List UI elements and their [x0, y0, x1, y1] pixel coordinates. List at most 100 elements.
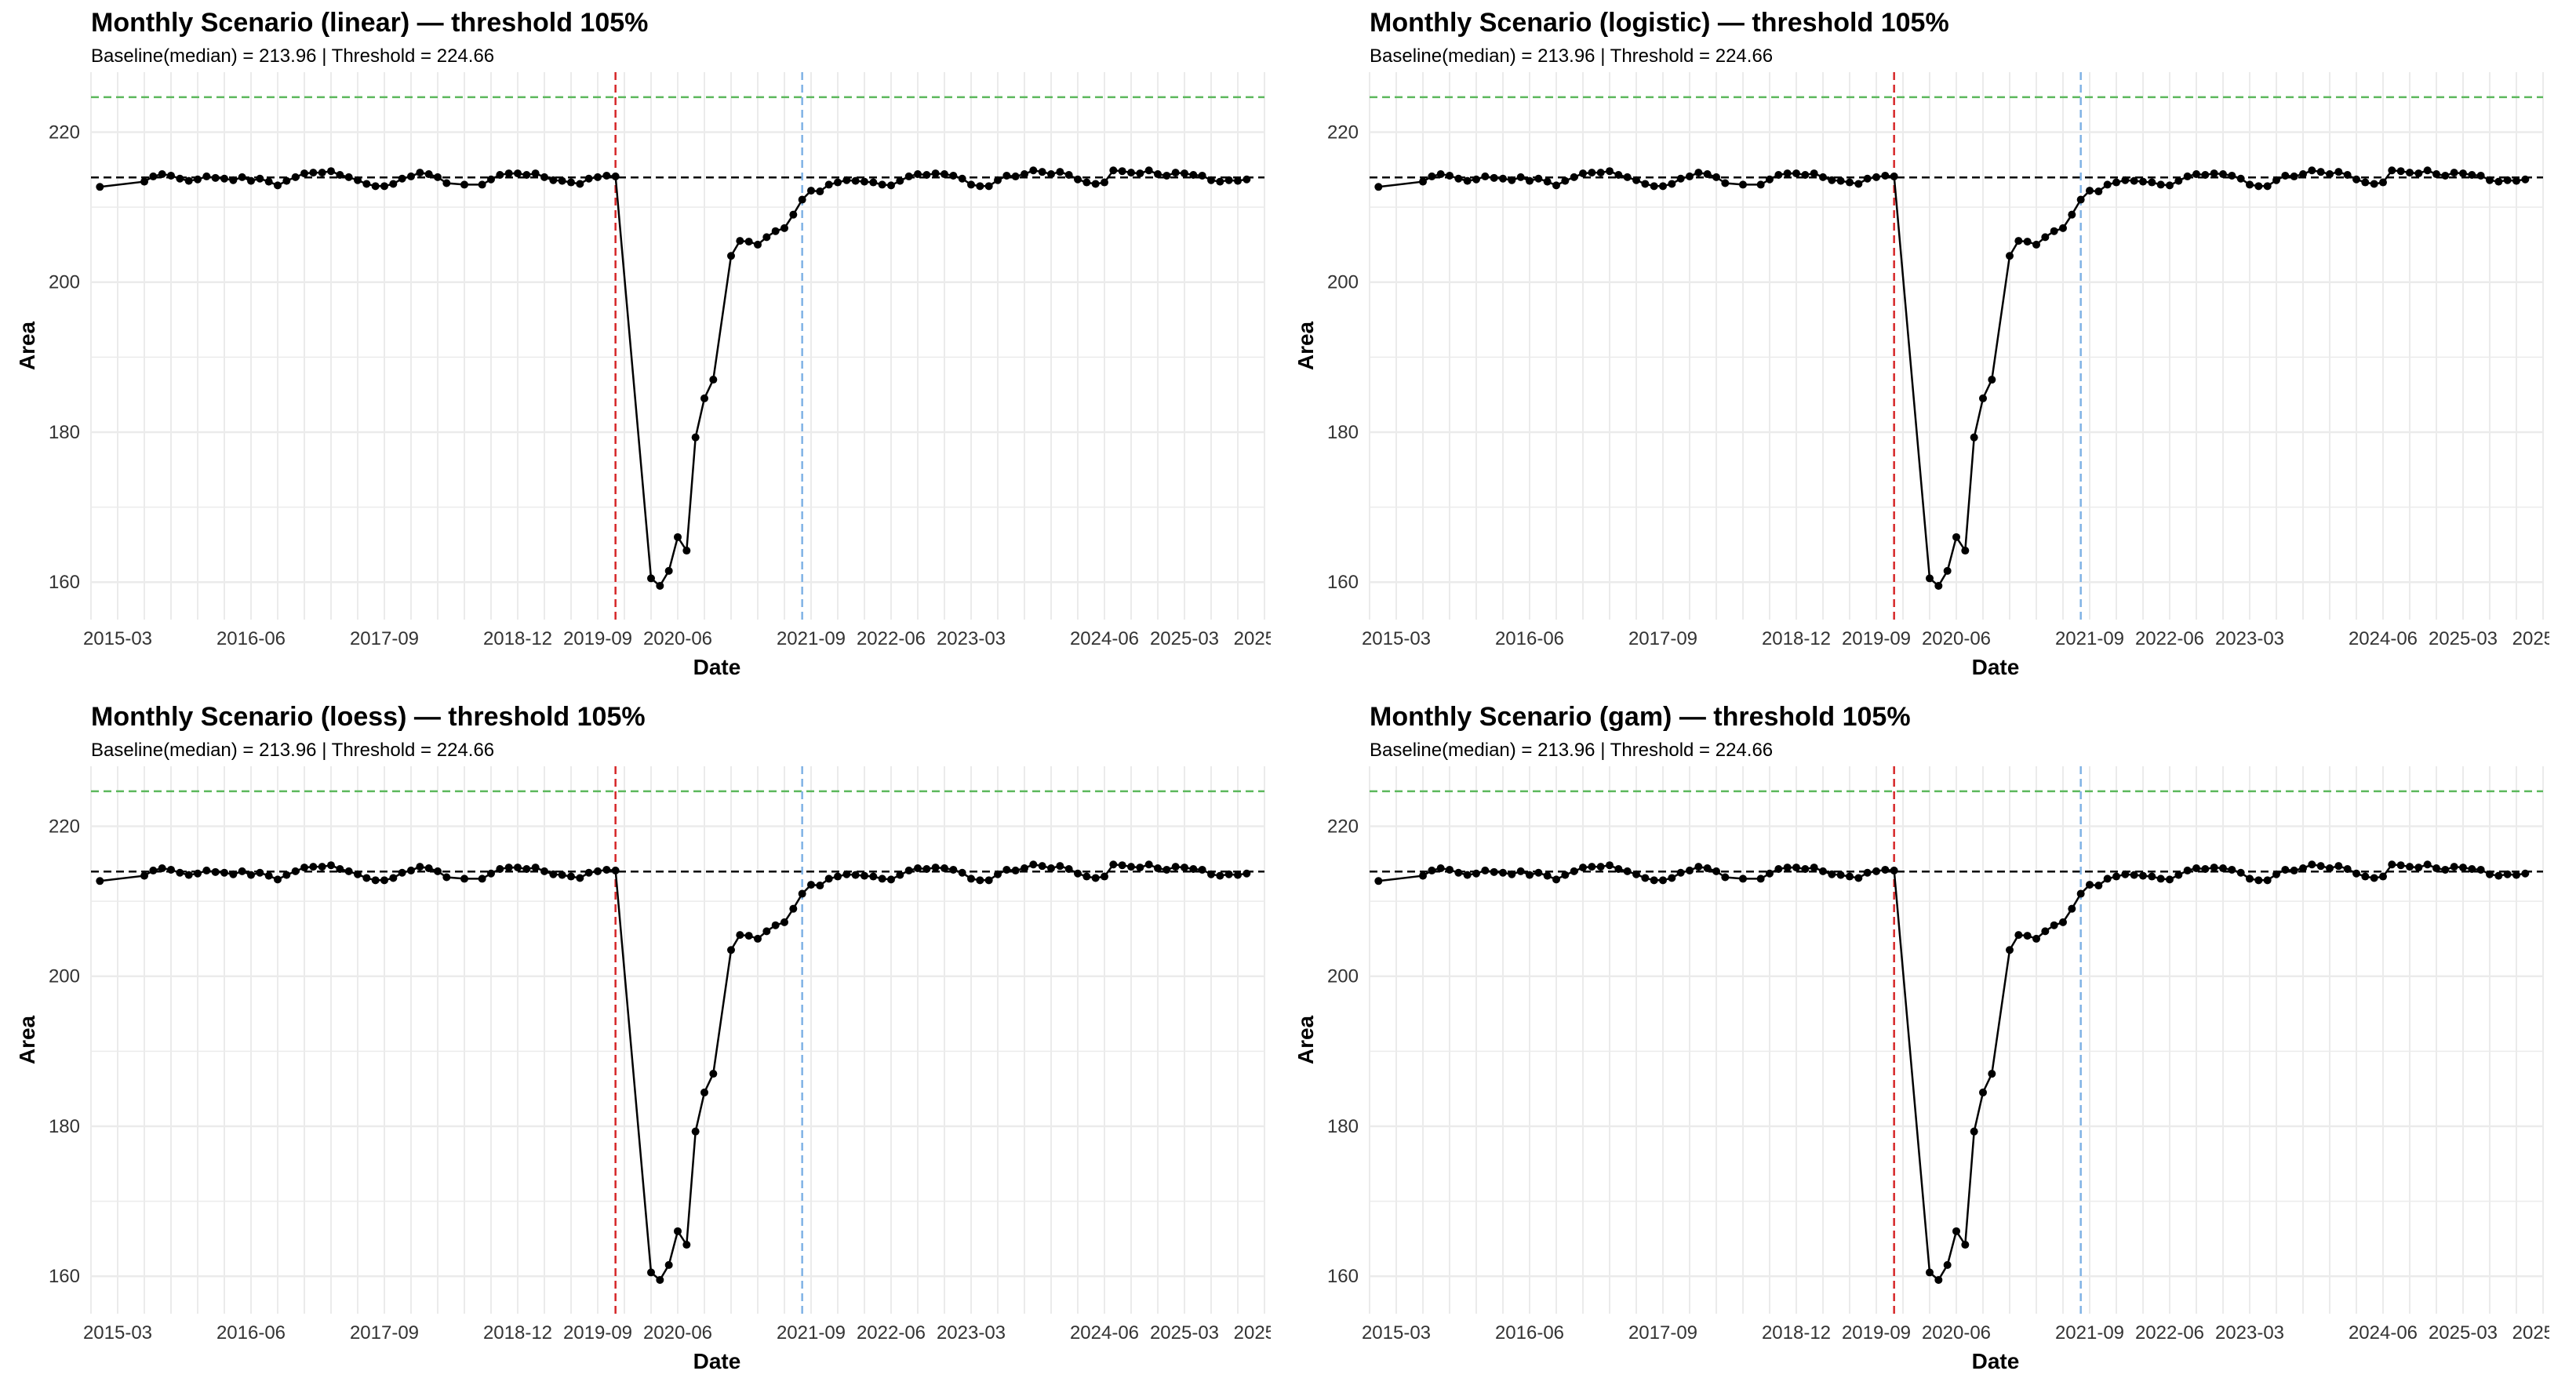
- data-point: [504, 864, 513, 872]
- data-point: [1810, 169, 1818, 178]
- x-axis-title: Date: [1972, 655, 2020, 679]
- data-point: [2468, 864, 2476, 873]
- data-point: [878, 874, 886, 883]
- data-point: [1101, 178, 1108, 187]
- x-tick-label: 2025-03: [1150, 1322, 1219, 1344]
- data-point: [2201, 170, 2210, 179]
- chart-panel-logistic: Monthly Scenario (logistic) — threshold …: [1279, 0, 2549, 690]
- data-point: [2050, 227, 2058, 235]
- data-point: [1243, 869, 1251, 878]
- x-axis-title: Date: [693, 1349, 741, 1373]
- data-point: [851, 176, 860, 185]
- data-point: [611, 172, 620, 180]
- data-point: [1047, 170, 1055, 179]
- data-point: [1943, 566, 1952, 575]
- data-point: [576, 874, 584, 882]
- data-point: [2486, 176, 2494, 184]
- data-point: [2210, 169, 2218, 178]
- data-point: [2290, 172, 2298, 180]
- x-tick-label: 2015-03: [83, 1322, 152, 1344]
- data-point: [762, 927, 771, 936]
- data-point: [1038, 862, 1046, 871]
- data-point: [1543, 871, 1552, 880]
- data-point: [2148, 872, 2156, 881]
- data-point: [2263, 182, 2272, 191]
- data-point: [2254, 182, 2263, 191]
- data-point: [1623, 867, 1632, 875]
- data-point: [540, 173, 548, 181]
- data-point: [211, 867, 220, 876]
- data-point: [611, 866, 620, 874]
- data-point: [1109, 860, 1118, 869]
- data-point: [2174, 176, 2183, 185]
- chart-subtitle: Baseline(median) = 213.96 | Threshold = …: [91, 740, 495, 761]
- x-tick-label: 2025-03: [2429, 628, 2498, 649]
- data-point: [1091, 874, 1100, 882]
- data-point: [336, 864, 344, 873]
- data-point: [1508, 176, 1516, 184]
- series-line: [1378, 169, 2526, 587]
- data-point: [202, 866, 211, 874]
- data-point: [1216, 177, 1224, 186]
- x-axis-title: Date: [1972, 1349, 2020, 1373]
- chart-title: Monthly Scenario (linear) — threshold 10…: [91, 8, 649, 38]
- chart-title: Monthly Scenario (loess) — threshold 105…: [91, 702, 646, 732]
- data-point: [1021, 864, 1028, 873]
- data-point: [2299, 864, 2307, 873]
- data-point: [2006, 252, 2014, 260]
- data-point: [994, 870, 1002, 878]
- data-point: [202, 172, 211, 180]
- data-point: [941, 864, 948, 873]
- data-point: [1011, 172, 1020, 180]
- data-point: [531, 169, 540, 178]
- data-point: [967, 874, 975, 883]
- data-point: [1766, 869, 1774, 878]
- x-tick-label: 2022-06: [857, 628, 926, 649]
- data-point: [2156, 180, 2165, 189]
- data-point: [2139, 871, 2147, 880]
- data-point: [1101, 872, 1108, 881]
- data-point: [1712, 173, 1720, 181]
- data-point: [2361, 178, 2370, 187]
- data-point: [300, 169, 308, 178]
- data-point: [2023, 238, 2032, 246]
- data-point: [1109, 166, 1118, 175]
- x-tick-label: 2025-: [2512, 1322, 2549, 1344]
- data-point: [229, 870, 238, 878]
- data-point: [682, 1241, 691, 1249]
- data-point: [674, 533, 682, 541]
- data-point: [2486, 870, 2494, 878]
- data-point: [2121, 870, 2130, 878]
- data-point: [1756, 180, 1765, 189]
- data-point: [709, 1070, 718, 1078]
- data-point: [2494, 177, 2503, 186]
- data-point: [2112, 178, 2120, 187]
- data-point: [2468, 170, 2476, 179]
- data-point: [2379, 178, 2387, 187]
- data-point: [744, 932, 753, 940]
- data-point: [442, 179, 451, 187]
- data-point: [496, 170, 504, 179]
- data-point: [247, 871, 255, 879]
- data-point: [594, 173, 602, 181]
- x-tick-label: 2018-12: [1762, 1322, 1831, 1344]
- data-point: [2388, 166, 2396, 175]
- data-point: [709, 376, 718, 384]
- y-tick-label: 180: [49, 422, 80, 443]
- data-point: [1970, 433, 1978, 442]
- data-point: [416, 169, 424, 177]
- data-point: [2414, 864, 2423, 872]
- data-point: [1596, 169, 1605, 177]
- data-point: [558, 871, 566, 879]
- data-point: [460, 180, 468, 189]
- x-tick-label: 2023-03: [2215, 628, 2284, 649]
- data-point: [1021, 170, 1028, 179]
- data-point: [1154, 170, 1162, 179]
- series-line: [1378, 863, 2526, 1282]
- grid: [90, 72, 1265, 620]
- data-point: [887, 875, 895, 884]
- x-tick-label: 2025-03: [2429, 1322, 2498, 1344]
- data-point: [1836, 176, 1845, 185]
- data-point: [2041, 927, 2050, 936]
- data-point: [691, 433, 700, 442]
